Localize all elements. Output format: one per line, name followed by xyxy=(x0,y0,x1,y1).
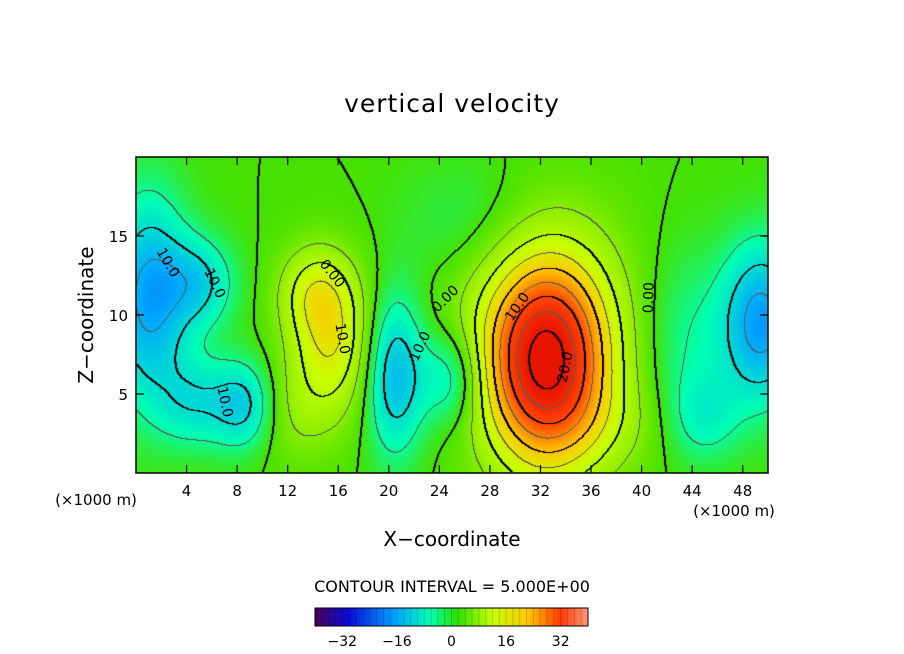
x-tick-label: 24 xyxy=(430,482,449,500)
heatmap-field xyxy=(136,157,768,473)
y-tick-label: 5 xyxy=(118,386,128,404)
contour-label: 10.0 xyxy=(331,322,352,355)
x-tick-label: 40 xyxy=(632,482,651,500)
x-tick-label: 44 xyxy=(683,482,702,500)
x-tick-label: 32 xyxy=(531,482,550,500)
x-tick-label: 8 xyxy=(232,482,242,500)
colorbar-tick-label: 16 xyxy=(497,634,515,650)
y-tick-label: 10 xyxy=(109,307,128,325)
x-tick-label: 36 xyxy=(581,482,600,500)
y-axis-ticks: 5 10 15 xyxy=(109,228,768,404)
contour-label: 10.0 xyxy=(213,385,235,419)
colorbar-frame xyxy=(314,607,589,627)
x-tick-label: 48 xyxy=(733,482,752,500)
contour-label: 20.0 xyxy=(555,350,577,384)
colorbar: −32 −16 0 16 32 xyxy=(314,607,589,650)
colorbar-ticks: −32 −16 0 16 32 xyxy=(328,634,570,650)
colorbar-tick-label: −16 xyxy=(382,634,412,650)
x-tick-label: 12 xyxy=(278,482,297,500)
x-unit-left: (×1000 m) xyxy=(55,491,137,509)
x-axis-ticks: 4 8 12 16 20 24 28 32 36 40 44 48 xyxy=(182,157,752,500)
x-tick-label: 16 xyxy=(329,482,348,500)
y-axis-label: Z−coordinate xyxy=(74,246,98,383)
colorbar-gradient xyxy=(315,608,588,626)
contour-label: 0.00 xyxy=(641,282,658,314)
x-tick-label: 4 xyxy=(182,482,192,500)
y-tick-label: 15 xyxy=(109,228,128,246)
x-axis-label: X−coordinate xyxy=(383,527,520,551)
colorbar-tick-label: 0 xyxy=(447,634,456,650)
chart-title: vertical velocity xyxy=(344,89,560,118)
contour-interval-note: CONTOUR INTERVAL = 5.000E+00 xyxy=(314,577,590,596)
colorbar-tick-label: −32 xyxy=(328,634,358,650)
x-unit-right: (×1000 m) xyxy=(693,502,775,520)
colorbar-tick-label: 32 xyxy=(552,634,570,650)
x-tick-label: 28 xyxy=(480,482,499,500)
x-tick-label: 20 xyxy=(379,482,398,500)
